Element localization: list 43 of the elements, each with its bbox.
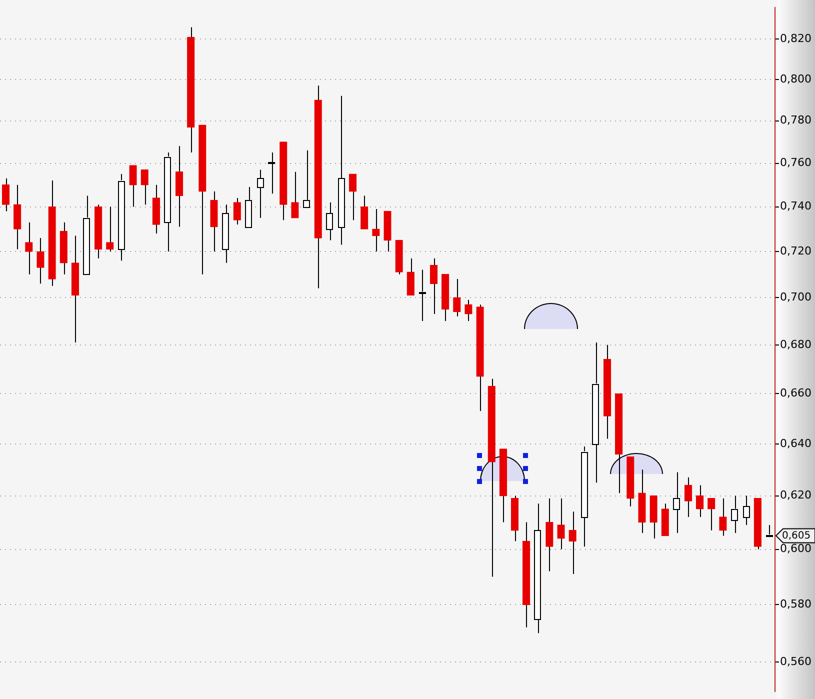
candlestick [708, 498, 716, 531]
candlestick [36, 237, 44, 284]
candlestick [233, 198, 241, 226]
candlestick [14, 184, 22, 250]
candlestick [406, 258, 414, 296]
candlestick [268, 152, 276, 194]
y-tick-label: 0,780 [780, 114, 812, 127]
y-tick-label: 0,560 [780, 654, 812, 668]
y-tick-label: 0,740 [780, 200, 812, 213]
candlestick [568, 511, 576, 574]
candlestick [684, 476, 692, 518]
y-tick-label: 0,760 [780, 156, 812, 170]
y-tick-label: 0,620 [780, 488, 812, 502]
candlestick [25, 222, 33, 275]
y-tick-label: 0,700 [780, 290, 812, 304]
y-tick-label: 0,660 [780, 386, 812, 400]
y-tick-label: 0,640 [780, 436, 812, 450]
candlestick [430, 258, 438, 314]
y-tick-label: 0,580 [780, 598, 812, 611]
y-tick-label: 0,820 [780, 32, 812, 46]
candlestick [222, 204, 230, 264]
candlestick [360, 195, 368, 230]
candlestick [348, 174, 357, 221]
y-tick-label: 0,600 [780, 542, 812, 556]
candlestick [546, 498, 554, 572]
text: 0,605 [782, 530, 811, 542]
y-tick-label: 0,800 [780, 72, 812, 86]
candlestick [2, 178, 10, 212]
y-tick-label: 0,680 [780, 338, 812, 351]
candlestick [696, 484, 704, 518]
candlestick [453, 278, 461, 317]
y-tick-label: 0,720 [780, 244, 812, 258]
candlestick [372, 208, 380, 252]
candlestick [82, 195, 91, 275]
candlestick [719, 498, 727, 536]
candlestick [106, 206, 114, 252]
candlestick [464, 299, 472, 322]
candlestick [129, 164, 137, 208]
candlestick [164, 152, 172, 252]
candlestick [175, 146, 184, 228]
candlestick [291, 171, 299, 218]
candlestick [140, 169, 148, 206]
candlestick [557, 498, 565, 550]
